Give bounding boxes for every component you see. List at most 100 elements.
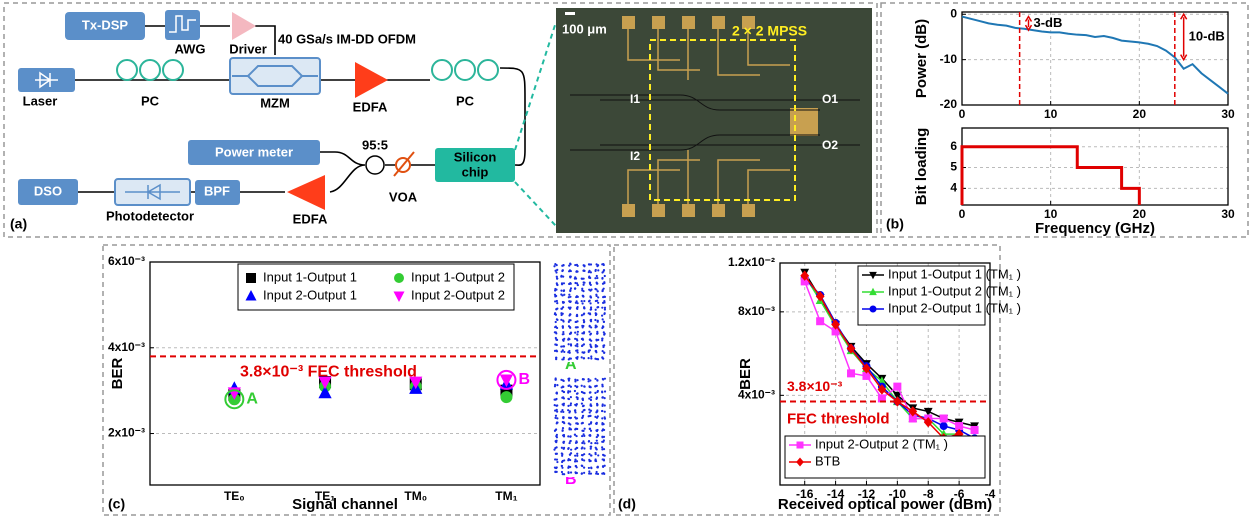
constellation-dot [596, 333, 598, 335]
constellation-dot [588, 312, 590, 314]
constellation-dot [569, 417, 571, 419]
constellation-dot [563, 404, 565, 406]
constellation-dot [603, 300, 605, 302]
constellation-dot [604, 275, 606, 277]
constellation-dot [561, 447, 563, 449]
constellation-dot [587, 378, 589, 380]
x-tick-label: 0 [959, 207, 966, 221]
constellation-dot [601, 277, 603, 279]
y-tick-label: 5 [950, 160, 957, 174]
constellation-dot [556, 459, 558, 461]
constellation-dot [603, 454, 605, 456]
constellation-dot [590, 309, 592, 311]
constellation-dot [555, 295, 557, 297]
constellation-dot [569, 410, 571, 412]
constellation-dot [597, 415, 599, 417]
constellation-dot [569, 454, 571, 456]
constellation-dot [575, 321, 577, 323]
constellation-dot [567, 471, 569, 473]
annotation: 3-dB [1034, 15, 1063, 30]
constellation-dot [555, 415, 557, 417]
constellation-dot [590, 446, 592, 448]
constellation-dot [596, 283, 598, 285]
driver-icon [232, 12, 256, 40]
marker [500, 391, 512, 403]
constellation-dot [576, 308, 578, 310]
x-tick-label: TE₀ [224, 489, 245, 503]
constellation-dot [596, 422, 598, 424]
constellation-dot [595, 269, 597, 271]
constellation-dot [568, 265, 570, 267]
x-tick-label: TM₁ [495, 489, 517, 503]
constellation-dot [582, 399, 584, 401]
constellation-dot [569, 290, 571, 292]
constellation-dot [576, 379, 578, 381]
constellation-dot [570, 344, 572, 346]
constellation-dot [594, 392, 596, 394]
constellation-dot [594, 460, 596, 462]
constellation-dot [563, 301, 565, 303]
constellation-dot [569, 296, 571, 298]
marker [893, 383, 901, 391]
constellation-dot [601, 356, 603, 358]
constellation-dot [596, 277, 598, 279]
scale-bar [565, 12, 575, 15]
constellation-dot [575, 417, 577, 419]
y-axis-label: BER [109, 357, 126, 389]
constellation-dot [567, 467, 569, 469]
constellation-dot [590, 320, 592, 322]
constellation-dot [556, 350, 558, 352]
constellation-dot [560, 345, 562, 347]
constellation-dot [589, 282, 591, 284]
constellation-dot [561, 282, 563, 284]
panel-label: (b) [886, 216, 904, 232]
constellation-dot [601, 338, 603, 340]
constellation-dot [576, 447, 578, 449]
constellation-dot [570, 270, 572, 272]
constellation-dot [563, 473, 565, 475]
constellation-dot [555, 321, 557, 323]
constellation-dot [596, 442, 598, 444]
constellation-dot [603, 473, 605, 475]
legend-label: Input 2-Output 1 (TM₁ ) [888, 300, 1021, 315]
legend-marker [797, 442, 804, 449]
constellation-dot [590, 355, 592, 357]
constellation-dot [595, 339, 597, 341]
constellation-dot [569, 357, 571, 359]
constellation-dot [576, 453, 578, 455]
constellation-dot [584, 428, 586, 430]
constellation-dot [555, 428, 557, 430]
constellation-dot [576, 441, 578, 443]
constellation-dot [569, 440, 571, 442]
constellation-dot [583, 281, 585, 283]
constellation-dot [568, 447, 570, 449]
panel-label: (c) [108, 496, 125, 512]
constellation-dot [601, 436, 603, 438]
constellation-dot [588, 385, 590, 387]
constellation-dot [604, 307, 606, 309]
constellation-dot [588, 300, 590, 302]
constellation-dot [556, 434, 558, 436]
constellation-dot [576, 428, 578, 430]
constellation-dot [596, 379, 598, 381]
legend-label: Input 1-Output 1 (TM₁ ) [888, 266, 1021, 281]
label: I1 [630, 92, 640, 106]
constellation-dot [601, 315, 603, 317]
x-axis-label: Frequency (GHz) [1035, 220, 1155, 237]
constellation-dot [581, 472, 583, 474]
constellation-dot [596, 403, 598, 405]
constellation-dot [569, 307, 571, 309]
constellation-dot [569, 263, 571, 265]
constellation-dot [590, 430, 592, 432]
constellation-dot [603, 352, 605, 354]
constellation-dot [601, 391, 603, 393]
constellation-dot [574, 332, 576, 334]
constellation-dot [602, 318, 604, 320]
constellation-dot [574, 428, 576, 430]
constellation-dot [556, 440, 558, 442]
constellation-dot [594, 277, 596, 279]
constellation-dot [570, 331, 572, 333]
constellation-dot [569, 313, 571, 315]
constellation-dot [568, 319, 570, 321]
constellation-dot [554, 313, 556, 315]
